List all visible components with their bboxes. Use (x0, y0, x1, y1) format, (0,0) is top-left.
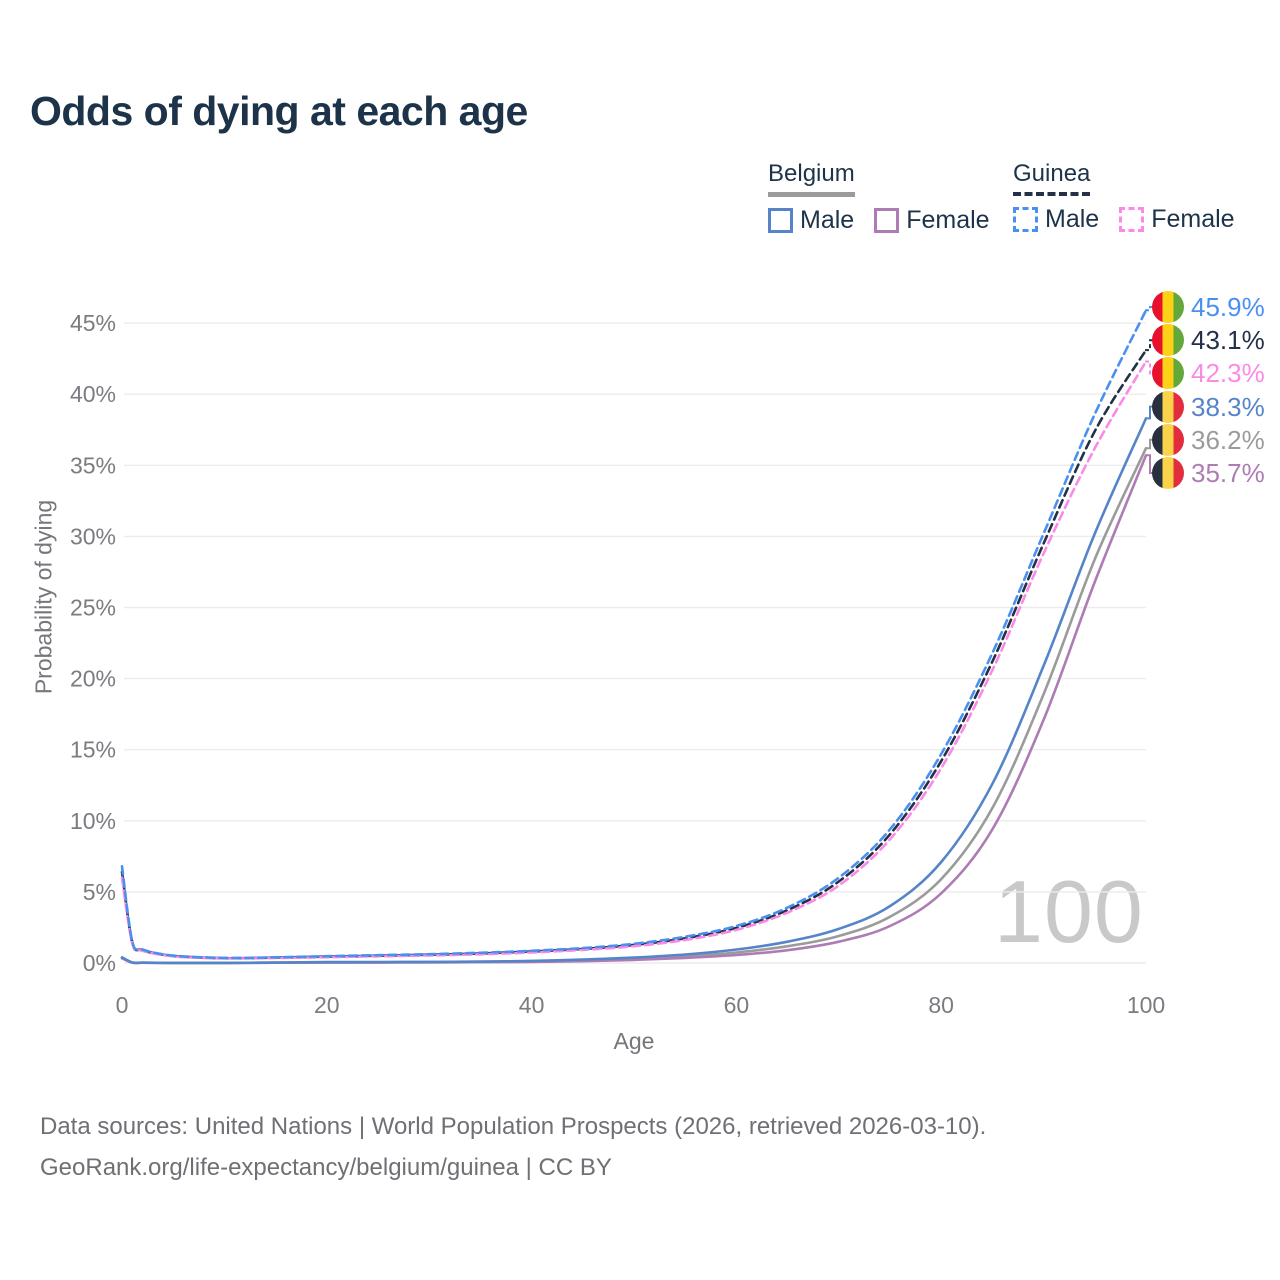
legend-guinea-label[interactable]: Guinea (1013, 160, 1091, 196)
belgium-flag-icon (1152, 390, 1184, 423)
legend-item-guinea-male[interactable]: Male (1013, 205, 1099, 234)
guinea-male-swatch-icon (1013, 207, 1038, 232)
footer-source-line: Data sources: United Nations | World Pop… (40, 1113, 987, 1140)
age-watermark: 100 (994, 862, 1144, 961)
chart-title: Odds of dying at each age (30, 88, 528, 134)
legend-belgium-label[interactable]: Belgium (768, 160, 855, 197)
end-label-value: 35.7% (1191, 458, 1265, 488)
end-label-belgium: 36.2% (1152, 423, 1265, 456)
end-label-value: 36.2% (1191, 424, 1265, 455)
footer-license-line: GeoRank.org/life-expectancy/belgium/guin… (40, 1154, 612, 1181)
end-label-guinea-female: 42.3% (1152, 357, 1265, 390)
belgium-flag-icon (1152, 423, 1184, 456)
legend-item-guinea-female[interactable]: Female (1119, 205, 1235, 234)
x-tick-label: 40 (519, 992, 545, 1018)
legend-item-belgium-female[interactable]: Female (874, 206, 990, 235)
y-tick-label: 10% (70, 808, 116, 834)
end-label-guinea: 43.1% (1152, 324, 1265, 357)
end-label-value: 43.1% (1191, 325, 1265, 356)
x-tick-label: 20 (314, 992, 340, 1018)
y-tick-label: 35% (70, 452, 116, 478)
y-tick-label: 15% (70, 737, 116, 763)
x-tick-label: 0 (116, 992, 129, 1018)
guinea-flag-icon (1152, 357, 1184, 390)
series-line-guinea[interactable] (120, 348, 1148, 960)
legend-group-belgium: Belgium Male Female (768, 160, 990, 235)
legend-item-belgium-male[interactable]: Male (768, 206, 854, 235)
end-label-guinea-male: 45.9% (1152, 291, 1265, 323)
x-tick-label: 80 (928, 992, 954, 1018)
x-axis-title: Age (613, 1028, 655, 1054)
legend-item-label: Female (906, 206, 990, 234)
legend-item-label: Female (1151, 205, 1235, 233)
end-label-connector (1145, 360, 1154, 375)
guinea-flag-icon (1152, 324, 1184, 357)
end-label-value: 42.3% (1191, 358, 1265, 389)
y-tick-label: 45% (70, 310, 116, 336)
legend-group-guinea: Guinea Male Female (1013, 160, 1235, 234)
series-line-guinea-male[interactable] (120, 309, 1148, 960)
x-tick-label: 60 (724, 992, 750, 1018)
belgium-female-swatch-icon (874, 208, 900, 233)
end-label-belgium-female: 35.7% (1152, 457, 1265, 489)
series-line-belgium-male[interactable] (120, 417, 1148, 965)
end-label-belgium-male: 38.3% (1152, 390, 1265, 423)
y-tick-label: 25% (70, 595, 116, 621)
chart-canvas[interactable]: 0% 5% 10% 15% 20% 25% 30% 35% 40% 45% 0 20 40 60 80 100 (0, 0, 1280, 1080)
y-tick-label: 30% (70, 523, 116, 549)
legend-item-label: Male (1045, 205, 1100, 233)
belgium-flag-icon (1152, 457, 1184, 489)
y-tick-label: 5% (83, 879, 116, 905)
series-line-belgium-female[interactable] (120, 454, 1148, 965)
y-tick-label: 20% (70, 666, 116, 692)
guinea-female-swatch-icon (1119, 207, 1145, 232)
guinea-flag-icon (1152, 291, 1184, 323)
legend-item-label: Male (800, 206, 855, 234)
y-axis-title: Probability of dying (30, 499, 57, 695)
y-tick-label: 0% (83, 950, 116, 976)
series-line-belgium[interactable] (120, 446, 1148, 965)
x-tick-label: 100 (1127, 992, 1165, 1018)
end-label-value: 45.9% (1191, 292, 1265, 322)
end-label-value: 38.3% (1191, 391, 1265, 422)
belgium-male-swatch-icon (768, 208, 793, 233)
footer: Data sources: United Nations | World Pop… (40, 1106, 986, 1188)
y-tick-label: 40% (70, 381, 116, 407)
